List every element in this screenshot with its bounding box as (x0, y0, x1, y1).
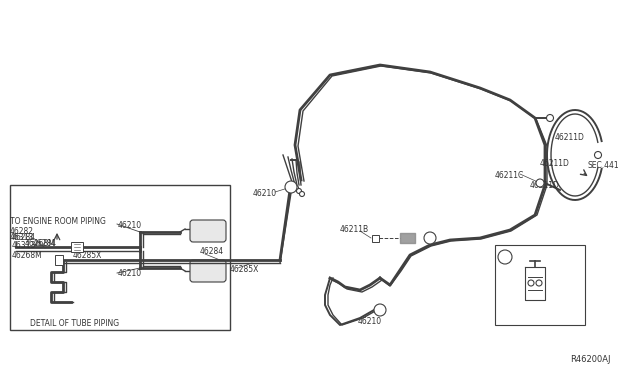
Text: SEC.441: SEC.441 (588, 160, 620, 170)
Text: 46210: 46210 (253, 189, 277, 198)
Circle shape (294, 186, 298, 190)
Text: 46210: 46210 (118, 221, 142, 230)
Text: 46211B: 46211B (340, 225, 369, 234)
Text: 46284: 46284 (33, 238, 57, 247)
Text: 46210: 46210 (358, 317, 382, 327)
Circle shape (296, 189, 301, 193)
Text: Q: Q (502, 253, 508, 262)
Circle shape (536, 179, 544, 187)
Text: 46282: 46282 (10, 228, 34, 237)
Text: 46268M: 46268M (12, 251, 43, 260)
Circle shape (528, 280, 534, 286)
Text: 46284: 46284 (12, 234, 36, 243)
Bar (10, 185, 230, 330)
Circle shape (424, 232, 436, 244)
Text: Q: Q (378, 307, 383, 313)
Text: 46211D: 46211D (555, 134, 585, 142)
Bar (495, 245, 585, 325)
Text: Q: Q (428, 235, 433, 241)
FancyBboxPatch shape (190, 220, 226, 242)
FancyBboxPatch shape (190, 260, 226, 282)
Circle shape (536, 280, 542, 286)
Circle shape (498, 250, 512, 264)
Circle shape (547, 115, 554, 122)
Circle shape (374, 304, 386, 316)
Text: 46211C: 46211C (495, 170, 524, 180)
Text: 46313: 46313 (12, 241, 36, 250)
Circle shape (595, 151, 602, 158)
Text: DETAIL OF TUBE PIPING: DETAIL OF TUBE PIPING (30, 318, 119, 327)
Text: R46200AJ: R46200AJ (570, 356, 611, 365)
Text: 46268M: 46268M (25, 240, 56, 248)
Text: 44020F: 44020F (517, 250, 546, 260)
Text: 46313: 46313 (10, 234, 35, 243)
Circle shape (291, 183, 296, 187)
Bar (371, 234, 378, 241)
Text: 46211D: 46211D (540, 158, 570, 167)
Text: 46285X: 46285X (73, 251, 102, 260)
Text: TO ENGINE ROOM PIPING: TO ENGINE ROOM PIPING (10, 218, 106, 227)
Circle shape (285, 181, 297, 193)
Text: Q: Q (285, 184, 291, 190)
Bar (71, 242, 83, 252)
Text: 46210: 46210 (118, 269, 142, 279)
Text: 46211D: 46211D (530, 180, 560, 189)
Text: 46285X: 46285X (230, 266, 259, 275)
Text: 46284: 46284 (200, 247, 224, 257)
Circle shape (300, 192, 305, 196)
Bar (55, 255, 63, 265)
